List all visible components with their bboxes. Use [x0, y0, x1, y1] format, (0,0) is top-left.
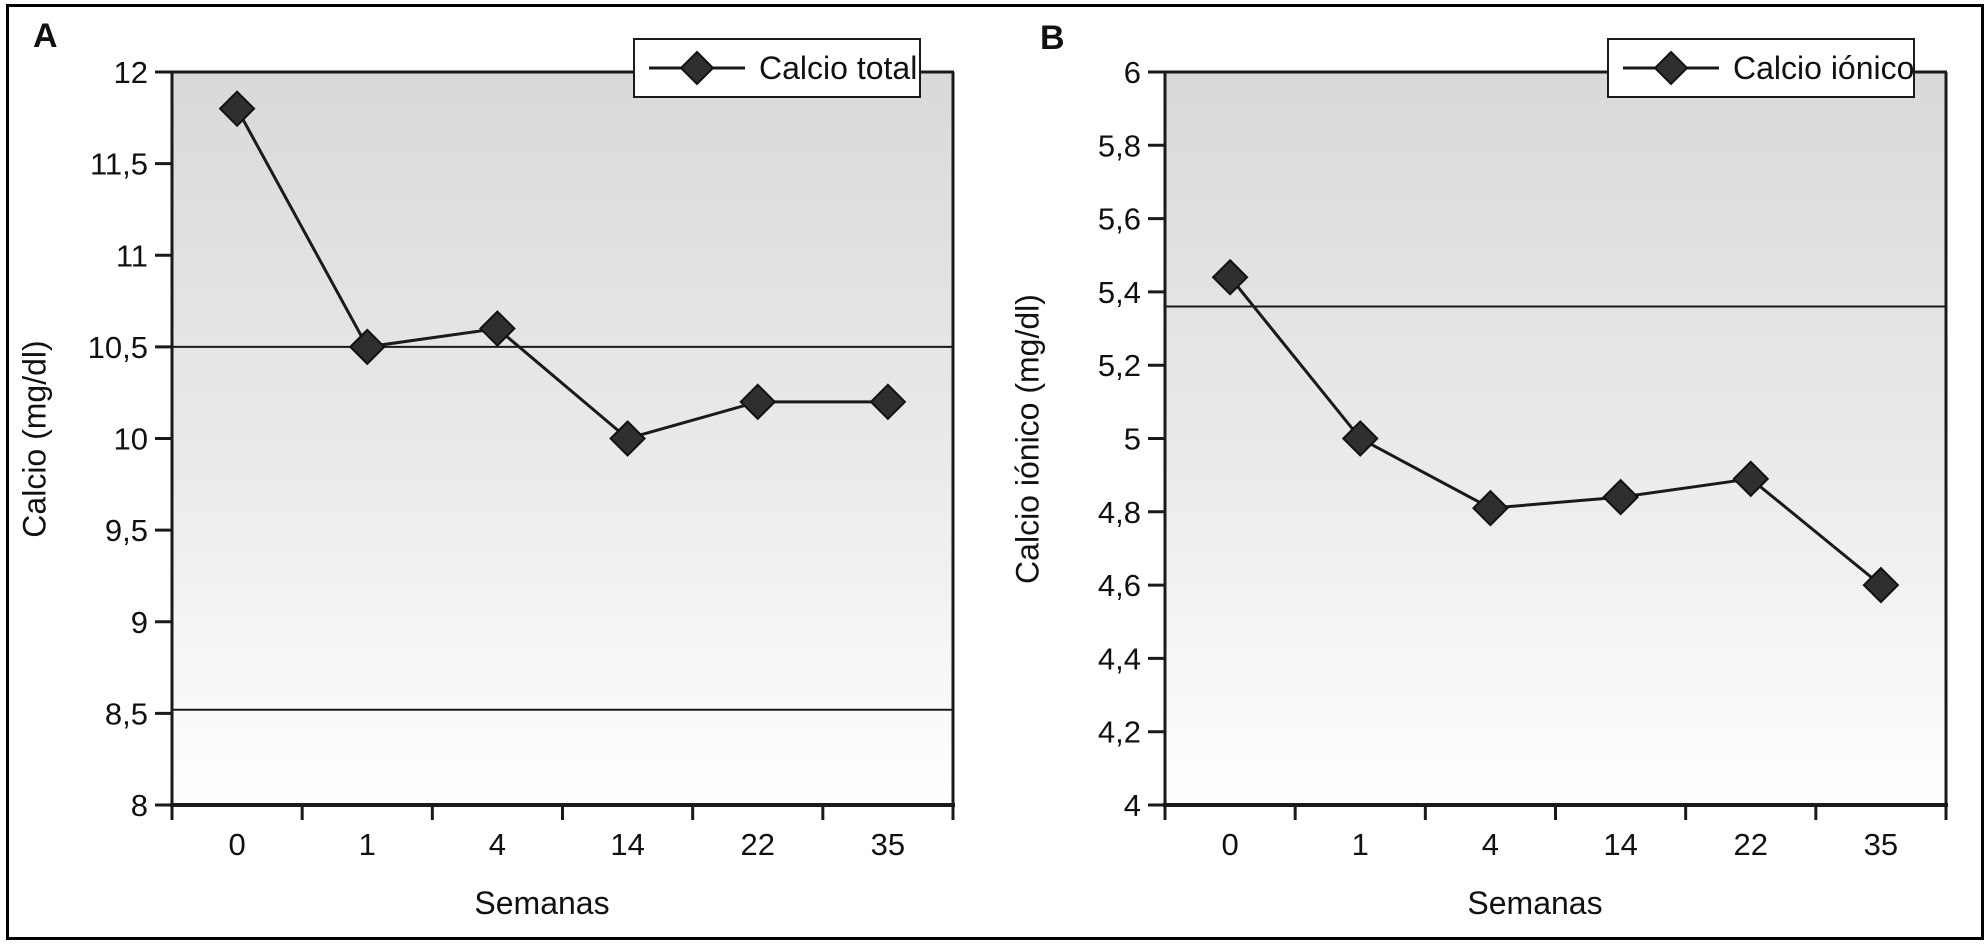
- panel-b-legend: Calcio iónico: [1607, 38, 1915, 98]
- data-point-marker: [1341, 420, 1379, 457]
- y-tick-label: 8,5: [105, 696, 148, 731]
- panel-b: 6 5,8 5,6 5,4 5,2 5 4,8 4,6 4,4 4,2 4 0 1 4 14 22 35 B C…: [1002, 7, 1987, 937]
- x-tick-label: 14: [1603, 827, 1637, 862]
- x-tick-label: 35: [1864, 827, 1898, 862]
- data-point-marker: [1602, 478, 1639, 516]
- panel-a-legend-label: Calcio total: [759, 49, 918, 86]
- y-tick-label: 12: [114, 55, 148, 90]
- panel-a-letter: A: [33, 17, 58, 55]
- chart-b-plot: 65,85,65,45,254,84,64,44,240 1 4 14 22 35: [1098, 55, 1948, 862]
- panel-a-x-axis-title: Semanas: [474, 885, 610, 921]
- y-tick-label: 4,2: [1098, 715, 1141, 750]
- panel-b-legend-label: Calcio iónico: [1733, 49, 1915, 86]
- x-tick-label: 1: [359, 827, 376, 862]
- panel-b-letter: B: [1040, 19, 1065, 57]
- data-point-marker: [1472, 489, 1509, 527]
- x-tick-label: 4: [489, 827, 506, 862]
- x-tick-label: 0: [228, 827, 245, 862]
- data-point-marker: [348, 328, 386, 366]
- y-tick-label: 5,4: [1098, 275, 1141, 310]
- x-tick-label: 4: [1482, 827, 1499, 862]
- y-tick-label: 5,6: [1098, 202, 1141, 237]
- y-tick-label: 8: [131, 788, 148, 823]
- line-diamond-marker-icon: [1623, 50, 1719, 86]
- line-diamond-marker-icon: [649, 50, 745, 86]
- y-tick-label: 5: [1124, 422, 1141, 457]
- y-tick-label: 10: [114, 422, 148, 457]
- x-tick-label: 22: [1734, 827, 1768, 862]
- data-point-marker: [609, 420, 646, 457]
- plot-area: [172, 72, 953, 805]
- x-tick-label: 35: [871, 827, 905, 862]
- y-tick-label: 11,5: [90, 147, 148, 182]
- x-tick-label: 14: [610, 827, 644, 862]
- y-tick-label: 4,4: [1098, 641, 1141, 676]
- y-tick-label: 10,5: [88, 330, 148, 365]
- y-tick-label: 6: [1124, 55, 1141, 90]
- data-point-marker: [869, 383, 907, 421]
- y-tick-label: 9,5: [105, 513, 148, 548]
- panel-b-x-axis-title: Semanas: [1467, 885, 1603, 921]
- x-tick-label: 22: [741, 827, 775, 862]
- y-tick-label: 4,8: [1098, 495, 1141, 530]
- data-point-marker: [739, 383, 777, 421]
- series-line: [235, 107, 888, 441]
- data-point-marker: [479, 310, 516, 347]
- figure-frame: 12 11,5 11 10,5 10 9,5 9 8,5 8 0 1 4 14 22 35 A Calcio…: [6, 4, 1984, 940]
- panel-b-y-axis-title: Calcio iónico (mg/dl): [1009, 294, 1046, 584]
- data-point-marker: [1211, 258, 1249, 296]
- panel-a: 12 11,5 11 10,5 10 9,5 9 8,5 8 0 1 4 14 22 35 A Calcio…: [9, 7, 1003, 937]
- plot-area: [1165, 72, 1946, 805]
- y-tick-label: 4: [1124, 788, 1141, 823]
- y-tick-label: 11: [116, 238, 148, 273]
- y-tick-label: 4,6: [1098, 568, 1141, 603]
- y-tick-label: 9: [131, 605, 148, 640]
- data-point-marker: [1732, 460, 1770, 498]
- panel-a-y-axis-title: Calcio (mg/dl): [16, 340, 53, 538]
- y-tick-label: 5,8: [1098, 128, 1141, 163]
- y-tick-label: 5,2: [1098, 348, 1141, 383]
- x-tick-label: 1: [1352, 827, 1369, 862]
- x-tick-label: 0: [1221, 827, 1238, 862]
- panel-a-legend: Calcio total: [633, 38, 921, 98]
- data-point-marker: [218, 90, 256, 128]
- series-line: [1228, 276, 1882, 587]
- data-point-marker: [1862, 566, 1900, 604]
